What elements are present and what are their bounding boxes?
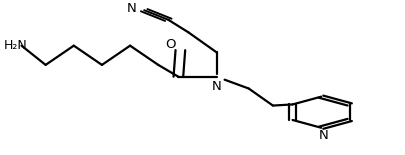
Text: H₂N: H₂N [3, 39, 27, 52]
Text: N: N [212, 80, 222, 93]
Text: N: N [127, 2, 137, 15]
Text: N: N [318, 129, 328, 142]
Text: O: O [165, 38, 176, 51]
